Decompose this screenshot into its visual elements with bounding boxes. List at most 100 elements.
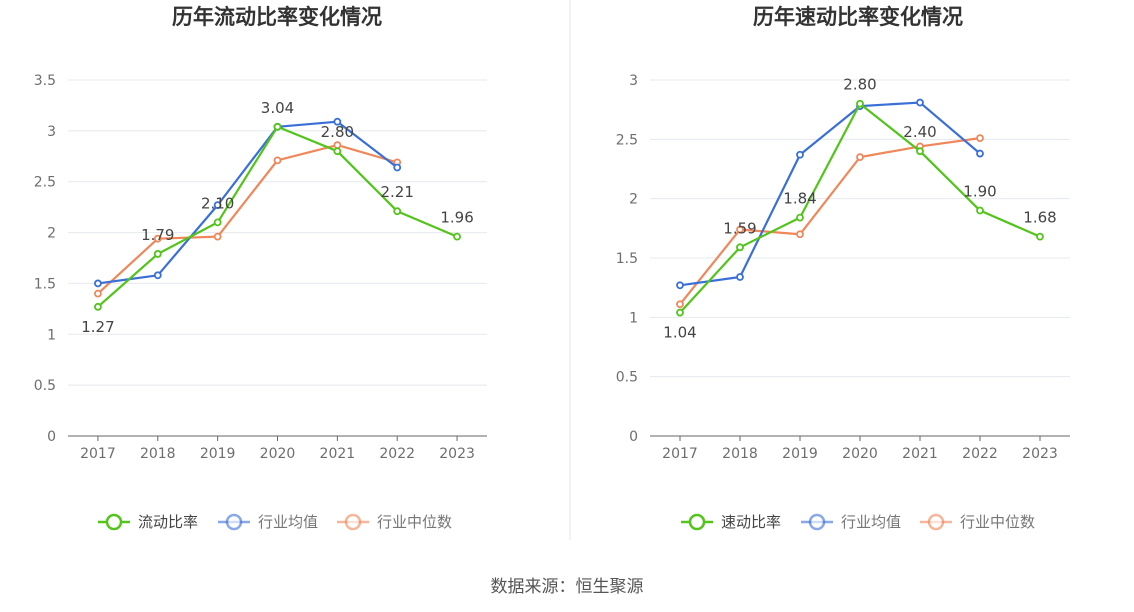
data-point-company[interactable] xyxy=(796,213,804,222)
legend-item-company[interactable]: 流动比率 xyxy=(98,513,198,531)
data-point-company[interactable] xyxy=(153,250,162,258)
data-point-company[interactable] xyxy=(94,302,102,311)
data-point-company[interactable] xyxy=(393,207,402,216)
axes: 0 0.5 1 1.5 2 2.5 3 2017 2018 2019 2020 2021 2022 202… xyxy=(616,73,1070,462)
legend-label: 行业中位数 xyxy=(960,513,1035,531)
data-label: 2.80 xyxy=(321,123,354,141)
data-label: 2.10 xyxy=(201,194,234,212)
data-point-industry_avg[interactable] xyxy=(153,271,162,280)
series-lines xyxy=(676,98,1044,317)
chart-panel-quick-ratio: 历年速动比率变化情况 0 0.5 1 1.5 2 2.5 3 2017 2018 2019 2020… xyxy=(616,5,1070,531)
x-tick-label: 2023 xyxy=(439,446,475,462)
data-label: 1.79 xyxy=(141,226,174,244)
x-tick-label: 2021 xyxy=(902,446,938,462)
x-tick-label: 2017 xyxy=(80,446,116,462)
y-tick-label: 0 xyxy=(47,429,56,445)
data-point-industry_avg[interactable] xyxy=(393,163,402,172)
legend-marker-icon xyxy=(688,513,706,531)
data-label: 1.68 xyxy=(1023,209,1056,227)
y-tick-label: 0 xyxy=(629,429,638,445)
y-tick-label: 1 xyxy=(629,310,638,326)
chart-title: 历年流动比率变化情况 xyxy=(172,5,382,29)
y-tick-label: 3.5 xyxy=(34,73,56,89)
x-tick-label: 2022 xyxy=(962,446,998,462)
data-label: 2.21 xyxy=(381,183,414,201)
data-point-industry_median[interactable] xyxy=(736,225,744,234)
data-point-industry_avg[interactable] xyxy=(916,98,924,107)
data-labels: 1.27 1.79 2.10 3.04 2.80 2.21 1.96 xyxy=(81,99,474,336)
series-line-company xyxy=(679,102,1041,314)
data-point-industry_median[interactable] xyxy=(333,141,342,149)
y-tick-label: 2 xyxy=(629,192,638,208)
legend-item-industry_median[interactable]: 行业中位数 xyxy=(337,513,452,531)
legend-label: 行业均值 xyxy=(258,513,318,531)
data-point-industry_median[interactable] xyxy=(796,230,804,239)
source-note: 数据来源：恒生聚源 xyxy=(491,577,644,597)
legend-item-company[interactable]: 速动比率 xyxy=(681,513,781,531)
legend-item-industry_median[interactable]: 行业中位数 xyxy=(920,513,1035,531)
x-tick-label: 2022 xyxy=(379,446,415,462)
data-point-company[interactable] xyxy=(1036,232,1044,241)
data-point-industry_avg[interactable] xyxy=(796,150,804,159)
data-point-industry_avg[interactable] xyxy=(736,273,744,281)
axes: 0 0.5 1 1.5 2 2.5 3 3.5 2017 2018 2019 2020 2021 2022… xyxy=(34,73,487,462)
gridlines xyxy=(650,79,1070,378)
data-label: 2.40 xyxy=(903,123,936,141)
y-tick-label: 3 xyxy=(629,73,638,89)
data-label: 2.80 xyxy=(843,76,876,94)
data-label: 1.04 xyxy=(663,324,696,342)
legend[interactable]: 速动比率 行业均值 行业中位数 xyxy=(681,513,1035,531)
y-tick-label: 3 xyxy=(47,124,56,140)
x-tick-label: 2018 xyxy=(722,446,758,462)
data-point-company[interactable] xyxy=(453,232,461,241)
data-point-industry_avg[interactable] xyxy=(94,279,102,288)
data-point-company[interactable] xyxy=(273,122,282,131)
data-point-industry_median[interactable] xyxy=(856,153,864,162)
legend-label: 行业中位数 xyxy=(377,513,452,531)
data-point-industry_median[interactable] xyxy=(976,134,984,143)
data-point-company[interactable] xyxy=(736,243,744,252)
y-tick-label: 1 xyxy=(47,327,56,343)
x-tick-label: 2019 xyxy=(782,446,818,462)
legend-marker-icon xyxy=(225,513,243,531)
y-tick-label: 0.5 xyxy=(34,378,56,394)
y-tick-label: 1.5 xyxy=(616,251,638,267)
data-point-industry_avg[interactable] xyxy=(976,149,984,158)
legend-item-industry_avg[interactable]: 行业均值 xyxy=(218,513,318,531)
series-lines xyxy=(94,117,461,311)
legend-marker-icon xyxy=(344,513,362,531)
data-point-industry_avg[interactable] xyxy=(333,117,342,126)
legend[interactable]: 流动比率 行业均值 行业中位数 xyxy=(98,513,452,531)
x-tick-label: 2021 xyxy=(320,446,356,462)
data-point-industry_avg[interactable] xyxy=(676,281,684,290)
data-point-company[interactable] xyxy=(676,308,684,317)
x-tick-label: 2018 xyxy=(140,446,176,462)
data-point-company[interactable] xyxy=(916,147,924,156)
y-tick-label: 0.5 xyxy=(616,370,638,386)
series-line-industry_median xyxy=(679,137,981,305)
data-point-company[interactable] xyxy=(976,206,984,215)
series-line-industry_avg xyxy=(97,120,398,285)
legend-item-industry_avg[interactable]: 行业均值 xyxy=(801,513,901,531)
series-line-industry_median xyxy=(97,143,398,295)
legend-label: 流动比率 xyxy=(138,513,198,531)
data-point-industry_avg[interactable] xyxy=(213,201,222,210)
data-point-industry_median[interactable] xyxy=(676,300,684,309)
chart-title: 历年速动比率变化情况 xyxy=(753,5,963,29)
x-tick-label: 2019 xyxy=(200,446,236,462)
y-tick-label: 2.5 xyxy=(34,175,56,191)
data-point-industry_median[interactable] xyxy=(153,234,162,243)
data-point-company[interactable] xyxy=(856,99,864,108)
data-point-company[interactable] xyxy=(333,147,342,156)
legend-label: 行业均值 xyxy=(841,513,901,531)
data-point-industry_median[interactable] xyxy=(94,289,102,298)
legend-marker-icon xyxy=(927,513,945,531)
data-label: 1.59 xyxy=(723,219,756,237)
data-point-industry_median[interactable] xyxy=(273,156,282,165)
legend-marker-icon xyxy=(808,513,826,531)
data-point-company[interactable] xyxy=(213,218,222,227)
data-label: 1.84 xyxy=(783,190,816,208)
chart-panel-current-ratio: 历年流动比率变化情况 0 0.5 1 1.5 2 2.5 3 3.5 2017 2018 2019 2… xyxy=(34,5,487,531)
data-point-industry_median[interactable] xyxy=(213,232,222,241)
x-tick-label: 2023 xyxy=(1022,446,1058,462)
